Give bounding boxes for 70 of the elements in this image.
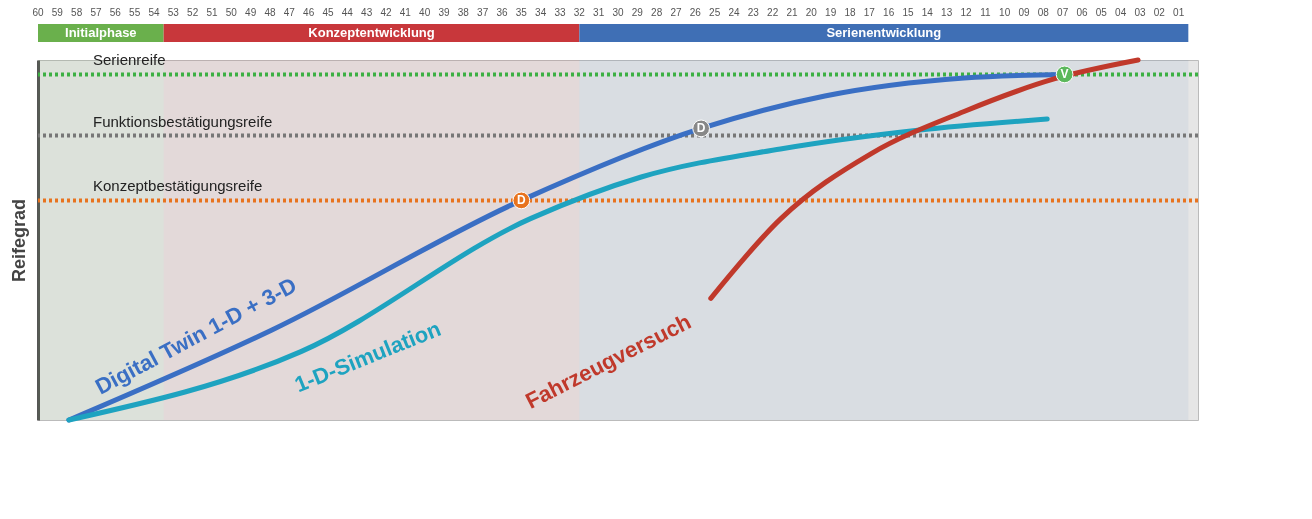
x-tick-label: 43 (361, 7, 373, 18)
x-tick-label: 01 (1173, 7, 1185, 18)
band-label: Konzeptentwicklung (308, 25, 435, 40)
x-tick-label: 44 (341, 7, 354, 18)
x-tick-label: 58 (71, 7, 83, 18)
x-tick-label: 54 (148, 7, 160, 18)
x-tick-label: 07 (1057, 7, 1069, 18)
ref-line-label: Funktionsbestätigungsreife (93, 112, 273, 130)
ref-line-label: Konzeptbestätigungsreife (93, 177, 263, 195)
x-tick-label: 03 (1134, 7, 1146, 18)
x-tick-label: 18 (844, 7, 856, 18)
x-tick-label: 25 (709, 7, 721, 18)
x-tick-label: 59 (51, 7, 64, 18)
x-tick-label: 52 (187, 7, 199, 18)
x-tick-label: 30 (612, 7, 624, 18)
x-tick-label: 39 (438, 7, 450, 18)
x-tick-label: 48 (264, 7, 276, 18)
x-tick-label: 17 (863, 7, 876, 18)
annotation: V (1060, 67, 1069, 82)
x-tick-label: 36 (496, 7, 508, 18)
y-axis-title: Reifegrad (8, 198, 29, 283)
x-tick-label: 45 (322, 7, 334, 18)
ref-line-label: Serienreife (93, 51, 166, 69)
x-tick-label: 04 (1115, 7, 1127, 18)
x-tick-label: 46 (303, 7, 315, 18)
x-tick-label: 20 (805, 7, 818, 18)
x-tick-label: 34 (535, 7, 547, 18)
x-tick-label: 05 (1095, 7, 1108, 18)
x-tick-label: 35 (515, 7, 528, 18)
x-tick-label: 23 (747, 7, 760, 18)
x-tick-label: 60 (32, 7, 44, 18)
x-tick-label: 47 (283, 7, 296, 18)
x-tick-label: 16 (883, 7, 895, 18)
x-tick-label: 31 (593, 7, 605, 18)
x-tick-label: 40 (419, 7, 431, 18)
x-tick-label: 24 (728, 7, 740, 18)
x-tick-label: 50 (225, 7, 238, 18)
x-tick-label: 28 (651, 7, 663, 18)
x-tick-label: 26 (689, 7, 702, 18)
x-tick-label: 08 (1037, 7, 1050, 18)
annotation: D (517, 193, 526, 208)
x-tick-label: 55 (129, 7, 141, 18)
x-tick-label: 32 (573, 7, 586, 18)
x-tick-label: 02 (1153, 7, 1166, 18)
band-label: Initialphase (65, 25, 137, 40)
x-tick-label: 49 (245, 7, 257, 18)
x-tick-label: 10 (999, 7, 1011, 18)
x-tick-label: 14 (921, 7, 934, 18)
x-tick-label: 09 (1018, 7, 1030, 18)
x-tick-label: 53 (167, 7, 180, 18)
x-tick-label: 22 (767, 7, 779, 18)
x-tick-label: 29 (631, 7, 644, 18)
x-tick-label: 57 (90, 7, 102, 18)
band-label: Serienentwicklung (826, 25, 942, 40)
x-tick-label: 06 (1076, 7, 1088, 18)
x-tick-label: 19 (825, 7, 837, 18)
annotation: D (696, 121, 706, 136)
x-tick-label: 33 (554, 7, 566, 18)
x-tick-label: 15 (902, 7, 914, 18)
x-tick-label: 37 (477, 7, 489, 18)
x-tick-label: 51 (206, 7, 218, 18)
x-tick-label: 56 (109, 7, 122, 18)
x-tick-label: 41 (399, 7, 412, 18)
x-tick-label: 11 (980, 7, 991, 18)
x-tick-label: 42 (380, 7, 392, 18)
x-tick-label: 27 (670, 7, 682, 18)
x-tick-label: 12 (960, 7, 972, 18)
x-tick-label: 38 (457, 7, 470, 18)
x-tick-label: 13 (941, 7, 953, 18)
x-tick-label: 21 (786, 7, 798, 18)
